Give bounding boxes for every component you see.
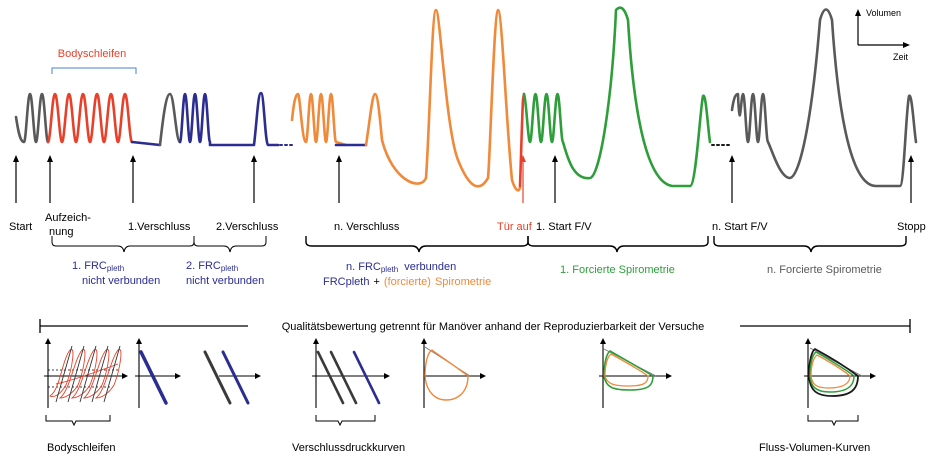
bottom-label-bodyschleifen: Bodyschleifen xyxy=(47,442,116,454)
arrow-head-icon xyxy=(130,155,136,162)
quality-text: Qualitätsbewertung getrennt für Manöver … xyxy=(282,321,705,333)
mini-plots xyxy=(44,338,876,427)
marker-start-fv1-label: 1. Start F/V xyxy=(536,221,592,233)
volume-axis-label: Volumen xyxy=(866,8,901,18)
bracket-phase-5 xyxy=(713,236,907,253)
phase-2-line-2: nicht verbunden xyxy=(186,275,264,287)
arrow-head-icon xyxy=(908,155,914,162)
volume-trace xyxy=(14,6,918,192)
bracket-phase-3 xyxy=(305,236,529,253)
plot-arrow-icon xyxy=(870,373,876,379)
bracket-phase-1 xyxy=(51,236,195,253)
black-diagonals xyxy=(55,345,121,403)
plot-arrow-icon xyxy=(175,373,181,379)
arrow-head-icon xyxy=(729,155,735,162)
marker-start-label: Start xyxy=(9,221,32,233)
arrow-head-icon xyxy=(552,155,558,162)
trace-segment xyxy=(178,91,280,147)
bodyschleifen-header: Bodyschleifen xyxy=(58,48,127,60)
phase-2-line-1: 2. FRCpleth xyxy=(186,260,238,273)
flow-volume-orange-plot xyxy=(421,338,486,408)
fluss-volumen-plot xyxy=(804,338,876,408)
arrow-head-icon xyxy=(47,155,53,162)
marker-verschluss1-label: 1.Verschluss xyxy=(128,221,191,233)
phase-brackets xyxy=(51,236,907,253)
marker-labels: Start Aufzeich- nung 1.Verschluss 2.Vers… xyxy=(9,212,926,238)
plot-arrow-icon xyxy=(122,373,128,379)
volume-axis-arrow-icon xyxy=(855,9,861,16)
time-axis-arrow-icon xyxy=(903,42,910,48)
phase-5-label: n. Forcierte Spirometrie xyxy=(767,264,882,276)
trace-segment xyxy=(730,8,918,188)
trace-segment xyxy=(522,6,712,188)
marker-aufzeichnung-label-1: Aufzeich- xyxy=(45,212,91,224)
plot-arrow-icon xyxy=(600,338,606,344)
trace-segment xyxy=(290,92,348,147)
quality-assessment-line: Qualitätsbewertung getrennt für Manöver … xyxy=(39,319,911,333)
marker-tuer-auf-label: Tür auf xyxy=(497,221,533,233)
phase-labels: 1. FRCpleth nicht verbunden 2. FRCpleth … xyxy=(72,260,882,288)
arrow-head-icon xyxy=(520,155,526,162)
plot-arrow-icon xyxy=(313,338,319,344)
arrow-head-icon xyxy=(251,155,257,162)
plot-arrow-icon xyxy=(136,338,142,344)
plot-arrow-icon xyxy=(480,373,486,379)
plot-arrow-icon xyxy=(666,373,672,379)
time-axis-label: Zeit xyxy=(893,52,909,62)
bodyschleifen-loop-plot xyxy=(44,338,128,408)
marker-aufzeichnung-label-2: nung xyxy=(49,226,73,238)
bodyschleifen-blue-plot xyxy=(135,338,181,408)
plot-arrow-icon xyxy=(45,338,51,344)
arrow-head-icon xyxy=(13,155,19,162)
phase-3-line-1: n. FRCpleth verbunden xyxy=(346,261,456,274)
plot-arrow-icon xyxy=(384,373,390,379)
bodyschleifen-bracket xyxy=(51,67,137,74)
verschlussdruck-plot xyxy=(312,338,390,408)
trace-segment xyxy=(46,92,134,144)
phase-1-line-2: nicht verbunden xyxy=(82,275,160,287)
plot-arrow-icon xyxy=(421,338,427,344)
flow-volume-green-plot xyxy=(599,338,672,408)
marker-verschluss2-label: 2.Verschluss xyxy=(216,221,279,233)
bottom-label-flussvolumen: Fluss-Volumen-Kurven xyxy=(759,442,870,454)
verschluss-plot-1 xyxy=(203,350,261,405)
marker-start-fvn-label: n. Start F/V xyxy=(712,221,768,233)
trace-segment xyxy=(518,92,526,188)
event-markers xyxy=(13,155,914,203)
trace-segment xyxy=(364,8,522,192)
trace-segment xyxy=(14,92,50,144)
axis-legend: Volumen Zeit xyxy=(855,8,910,62)
arrow-head-icon xyxy=(336,155,342,162)
phase-4-label: 1. Forcierte Spirometrie xyxy=(560,264,675,276)
bracket-phase-2 xyxy=(193,236,267,253)
marker-verschlussn-label: n. Verschluss xyxy=(334,221,400,233)
plot-arrow-icon xyxy=(255,373,261,379)
trace-segment xyxy=(158,92,182,147)
bracket-phase-4 xyxy=(527,236,709,253)
phase-1-line-1: 1. FRCpleth xyxy=(72,260,124,273)
phase-3-line-2: FRCpleth + (forcierte) Spirometrie xyxy=(323,276,491,288)
bottom-brackets xyxy=(45,415,859,427)
red-loops xyxy=(49,349,122,399)
trace-segment xyxy=(130,140,162,147)
bottom-labels: Bodyschleifen Verschlussdruckkurven Flus… xyxy=(47,442,870,454)
plot-arrow-icon xyxy=(805,338,811,344)
bottom-label-verschlussdruck: Verschlussdruckkurven xyxy=(292,442,405,454)
marker-stopp-label: Stopp xyxy=(897,221,926,233)
